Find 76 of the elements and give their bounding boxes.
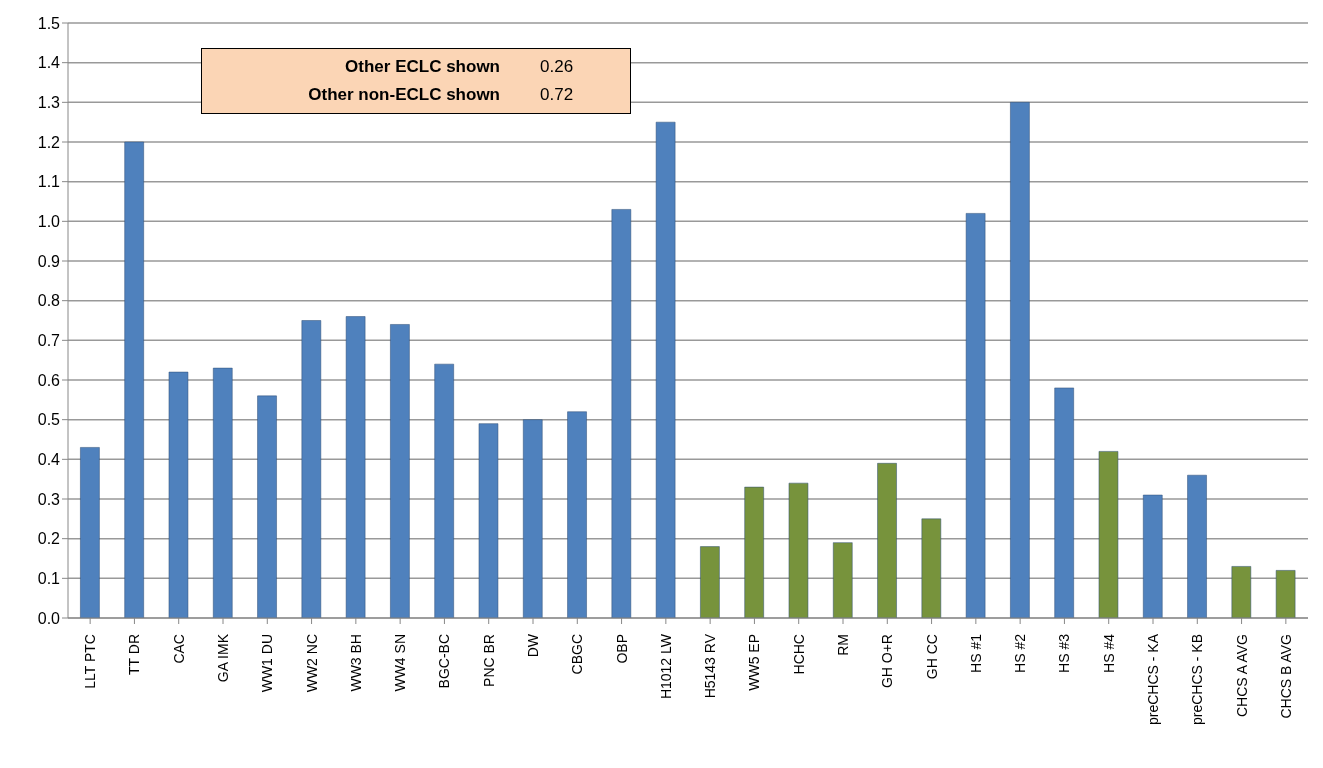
x-tick-label: GA IMK: [215, 633, 231, 683]
bar: [1098, 451, 1119, 618]
x-tick-label: WW2 NC: [303, 634, 320, 693]
bar: [168, 371, 189, 618]
x-tick-label: WW1 DU: [259, 634, 276, 693]
x-tick-label: CHCS B AVG: [1277, 634, 1294, 719]
x-tick-label: HS #3: [1056, 633, 1073, 673]
x-tick-label: DW: [525, 633, 541, 658]
x-tick-label: GH O+R: [879, 634, 896, 689]
x-tick-label: HS #4: [1100, 633, 1117, 673]
x-tick-label: CHCS A AVG: [1233, 634, 1250, 717]
x-tick-label: WW3 BH: [347, 634, 364, 692]
x-tick-label: H5143 RV: [702, 633, 719, 699]
bar: [567, 411, 587, 618]
bar: [213, 367, 233, 618]
y-tick-label: 1.5: [37, 14, 61, 32]
bar: [523, 419, 543, 618]
bar: [965, 213, 986, 618]
y-tick-label: 1.2: [37, 133, 61, 151]
y-tick-label: 1.4: [37, 54, 61, 72]
y-tick-label: 0.2: [37, 530, 61, 548]
bar: [877, 463, 897, 618]
y-tick-label: 0.7: [37, 332, 61, 350]
x-tick-label: HS #1: [967, 633, 984, 673]
x-tick-label: RM: [835, 634, 851, 656]
bar: [301, 320, 322, 618]
bar: [1231, 566, 1252, 618]
x-tick-label: H1012 LW: [657, 633, 674, 700]
x-tick-label: preCHCS - KB: [1189, 634, 1206, 726]
y-tick-label: 0.6: [37, 371, 61, 389]
x-tick-label: HCHC: [790, 634, 807, 675]
annotation: 0.72: [540, 85, 575, 105]
y-tick-label: 1.1: [37, 173, 61, 191]
bar: [655, 121, 676, 618]
x-tick-label: preCHCS - KA: [1145, 633, 1161, 726]
bar: [833, 542, 853, 618]
bar: [434, 363, 454, 618]
y-tick-label: 0.8: [37, 292, 61, 310]
x-tick-label: BGC-BC: [436, 634, 453, 689]
bar: [1143, 494, 1163, 618]
y-tick-label: 0.4: [37, 451, 61, 469]
bar: [1187, 474, 1207, 618]
x-tick-label: WW5 EP: [746, 634, 763, 691]
bar: [744, 486, 764, 618]
y-tick-label: 1.3: [37, 94, 61, 112]
bar: [921, 518, 942, 618]
y-tick-label: 0.9: [37, 252, 61, 270]
annotation: Other non-ECLC shown: [307, 85, 501, 105]
x-tick-label: CAC: [170, 634, 187, 664]
bar: [257, 395, 277, 618]
x-tick-label: WW4 SN: [392, 634, 409, 692]
bar: [1010, 102, 1030, 618]
x-tick-label: HS #2: [1012, 633, 1029, 673]
y-tick-label: 1.0: [37, 213, 61, 231]
x-tick-label: GH CC: [923, 634, 940, 680]
annotation: 0.26: [540, 57, 575, 77]
x-tick-label: CBGC: [569, 634, 586, 675]
bar: [1275, 570, 1296, 618]
x-tick-label: PNC BR: [480, 634, 497, 687]
x-tick-label: LLT PTC: [82, 634, 99, 689]
annotation: Other ECLC shown: [344, 57, 501, 77]
y-tick-label: 0.3: [37, 490, 61, 508]
bar: [788, 482, 809, 618]
y-tick-label: 0.1: [37, 570, 61, 588]
y-tick-label: 0.5: [37, 411, 61, 429]
bar: [611, 209, 632, 618]
x-tick-label: TT DR: [126, 634, 143, 675]
bar: [80, 447, 100, 618]
bar: [124, 141, 144, 618]
x-tick-label: OBP: [613, 634, 630, 664]
bar: [345, 316, 366, 618]
bar: [390, 324, 410, 618]
bar: [478, 423, 499, 618]
bar: [1054, 387, 1074, 618]
bar: [700, 546, 720, 618]
y-tick-label: 0.0: [37, 609, 61, 627]
